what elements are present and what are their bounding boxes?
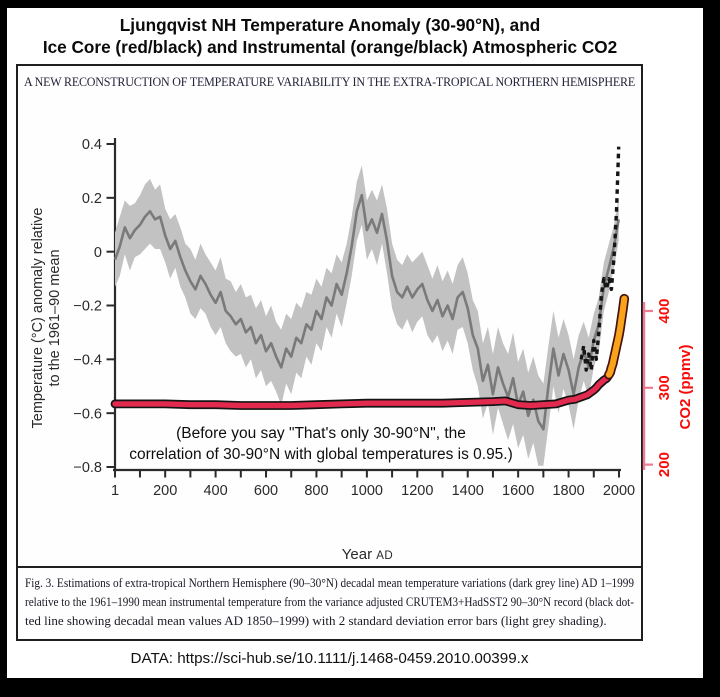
data-source-line: DATA: https://sci-hub.se/10.1111/j.1468-…	[130, 650, 529, 667]
figure-caption: Fig. 3. Estimations of extra-tropical No…	[18, 566, 641, 639]
figure-caption-line3: ted line showing decadal mean values AD …	[25, 613, 607, 628]
temp-axis-title-line1: Temperature (°C) anomaly relative	[30, 207, 46, 429]
page-title-line2: Ice Core (red/black) and Instrumental (o…	[42, 37, 618, 57]
temp-axis-title: Temperature (°C) anomaly relative to the…	[30, 153, 64, 483]
co2-axis-title: CO2 (ppmv)	[677, 344, 694, 430]
year-axis-title-suffix: AD	[376, 550, 394, 562]
page-title-line1: Ljungqvist NH Temperature Anomaly (30-90…	[119, 15, 541, 35]
year-axis-title: Year AD	[115, 546, 620, 563]
paper-header: A NEW RECONSTRUCTION OF TEMPERATURE VARI…	[24, 75, 635, 89]
year-axis-title-main: Year	[341, 546, 373, 563]
annotation-note: (Before you say "That's only 30-90°N", t…	[61, 424, 581, 465]
page-title: Ljungqvist NH Temperature Anomaly (30-90…	[13, 14, 647, 58]
annotation-line1: (Before you say "That's only 30-90°N", t…	[176, 425, 466, 442]
annotation-line2: correlation of 30-90°N with global tempe…	[129, 445, 513, 463]
figure-caption-line2: relative to the 1961–1990 mean instrumen…	[25, 594, 634, 609]
figure-caption-line1: Fig. 3. Estimations of extra-tropical No…	[25, 575, 634, 590]
